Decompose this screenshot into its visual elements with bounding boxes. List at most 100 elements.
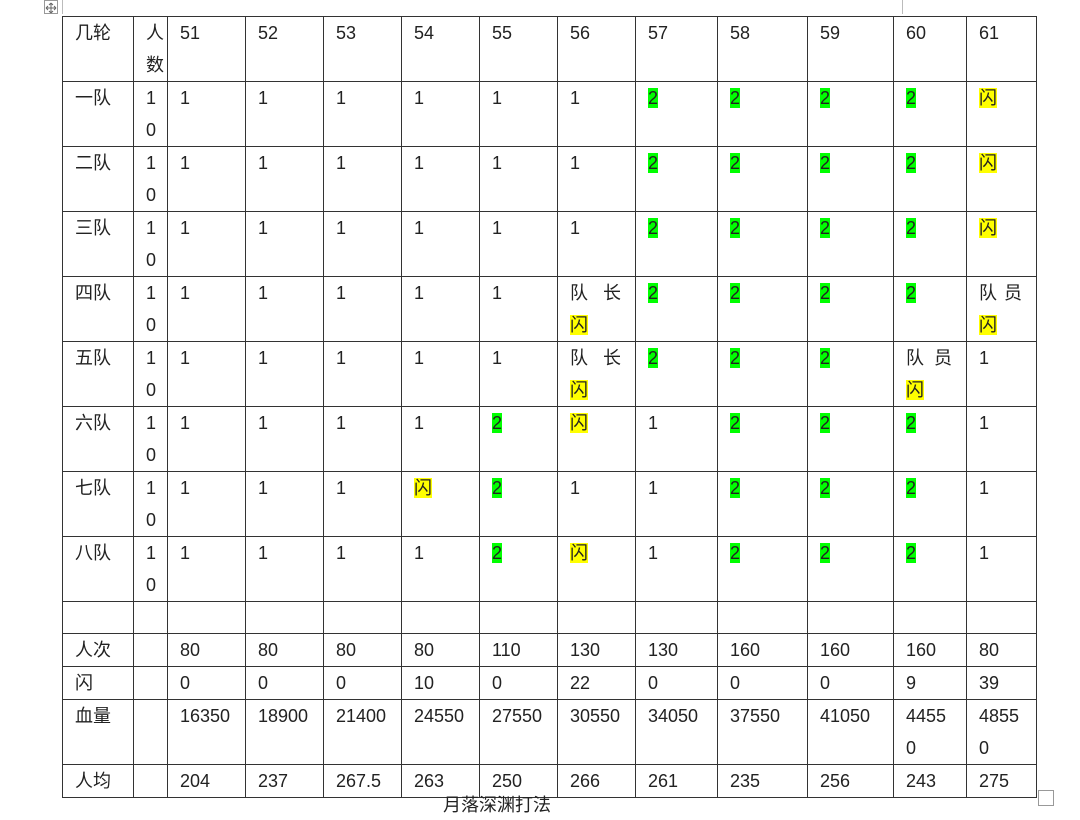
table-cell: 2: [807, 276, 894, 342]
highlighted-text: 闪: [979, 218, 997, 238]
table-cell: 1: [245, 471, 324, 537]
table-cell: 2: [717, 276, 808, 342]
highlighted-text: 闪: [979, 153, 997, 173]
table-row: 六队 10 1 1 1 1 2 闪 1 2 2 2 1: [62, 406, 1037, 472]
table-cell: 160: [807, 633, 894, 667]
table-row: 三队 10 1 1 1 1 1 1 2 2 2 2 闪: [62, 211, 1037, 277]
highlighted-text: 2: [820, 218, 831, 238]
table-cell: 2: [893, 146, 967, 212]
table-cell: 1: [966, 341, 1037, 407]
highlighted-text: 2: [820, 348, 831, 368]
highlighted-text: 2: [730, 88, 741, 108]
highlighted-text: 2: [648, 348, 659, 368]
table-cell: 2: [479, 406, 558, 472]
table-cell: 39: [966, 666, 1037, 700]
highlighted-text: 2: [906, 88, 917, 108]
table-cell: 10: [133, 276, 168, 342]
table-cell: 10: [133, 81, 168, 147]
table-cell: 队员闪: [893, 341, 967, 407]
table-cell: 2: [479, 471, 558, 537]
highlighted-text: 2: [906, 153, 917, 173]
table-cell: 队长闪: [557, 341, 636, 407]
header-cell: 53: [323, 16, 402, 82]
table-cell: 110: [479, 633, 558, 667]
row-label: 一队: [62, 81, 134, 147]
table-cell: 1: [557, 471, 636, 537]
highlighted-text: 2: [906, 283, 917, 303]
table-cell: 10: [133, 536, 168, 602]
table-cell: 10: [133, 211, 168, 277]
table-cell: 1: [245, 211, 324, 277]
table-cell: 1: [167, 276, 246, 342]
table-cell: 1: [401, 276, 480, 342]
table-cell: 1: [635, 536, 718, 602]
highlighted-text: 2: [906, 413, 917, 433]
table-cell: 1: [323, 471, 402, 537]
table-cell: 1: [557, 146, 636, 212]
table-cell: 237: [245, 764, 324, 798]
table-cell: 204: [167, 764, 246, 798]
table-cell: 0: [635, 666, 718, 700]
table-cell: 0: [807, 666, 894, 700]
table-cell: 9: [893, 666, 967, 700]
cell-text: 队长: [570, 348, 621, 368]
highlighted-text: 2: [820, 153, 831, 173]
highlighted-text: 2: [820, 413, 831, 433]
table-cell: 48550: [966, 699, 1037, 765]
table-cell: 0: [479, 666, 558, 700]
table-row: 人次 80 80 80 80 110 130 130 160 160 160 80: [62, 633, 1037, 667]
highlighted-text: 2: [906, 543, 917, 563]
highlighted-text: 2: [820, 283, 831, 303]
table-cell: 130: [635, 633, 718, 667]
highlighted-text: 2: [906, 478, 917, 498]
table-cell: 1: [323, 146, 402, 212]
table-cell: 160: [717, 633, 808, 667]
table-cell: 2: [807, 406, 894, 472]
highlighted-text: 2: [730, 348, 741, 368]
empty-cell: [245, 601, 324, 634]
highlighted-text: 闪: [570, 543, 588, 563]
table-cell: 1: [323, 276, 402, 342]
table-cell: 10: [133, 406, 168, 472]
resize-handle[interactable]: [1038, 790, 1054, 806]
table-cell: 2: [717, 341, 808, 407]
table-cell: 2: [479, 536, 558, 602]
table-cell: 闪: [966, 146, 1037, 212]
cell-text: 队员: [979, 283, 1022, 303]
table-cell: 1: [323, 81, 402, 147]
highlighted-text: 闪: [979, 88, 997, 108]
empty-cell: [635, 601, 718, 634]
table-cell: 80: [167, 633, 246, 667]
table-cell: 1: [167, 146, 246, 212]
highlighted-text: 闪: [906, 380, 924, 400]
empty-cell: [966, 601, 1037, 634]
highlighted-text: 2: [730, 413, 741, 433]
table-cell: 2: [635, 341, 718, 407]
table-cell: 80: [401, 633, 480, 667]
table-cell: 2: [807, 341, 894, 407]
table-cell: 250: [479, 764, 558, 798]
table-cell: 1: [323, 341, 402, 407]
header-cell: 几轮: [62, 16, 134, 82]
table-cell: 队长闪: [557, 276, 636, 342]
table-cell: 2: [893, 81, 967, 147]
table-cell: 256: [807, 764, 894, 798]
table-cell: 0: [167, 666, 246, 700]
highlighted-text: 2: [492, 543, 503, 563]
table-cell: 0: [323, 666, 402, 700]
highlighted-text: 闪: [414, 478, 432, 498]
highlighted-text: 2: [820, 478, 831, 498]
highlighted-text: 2: [492, 478, 503, 498]
header-cell: 56: [557, 16, 636, 82]
empty-cell: [62, 601, 134, 634]
table-cell: 2: [807, 146, 894, 212]
header-cell: 人数: [133, 16, 168, 82]
table-cell: 41050: [807, 699, 894, 765]
highlighted-text: 2: [648, 218, 659, 238]
table-cell: 16350: [167, 699, 246, 765]
highlighted-text: 2: [730, 543, 741, 563]
table-cell: 160: [893, 633, 967, 667]
table-move-handle[interactable]: [44, 0, 58, 14]
table-row: 五队 10 1 1 1 1 1 队长闪 2 2 2 队员闪 1: [62, 341, 1037, 407]
